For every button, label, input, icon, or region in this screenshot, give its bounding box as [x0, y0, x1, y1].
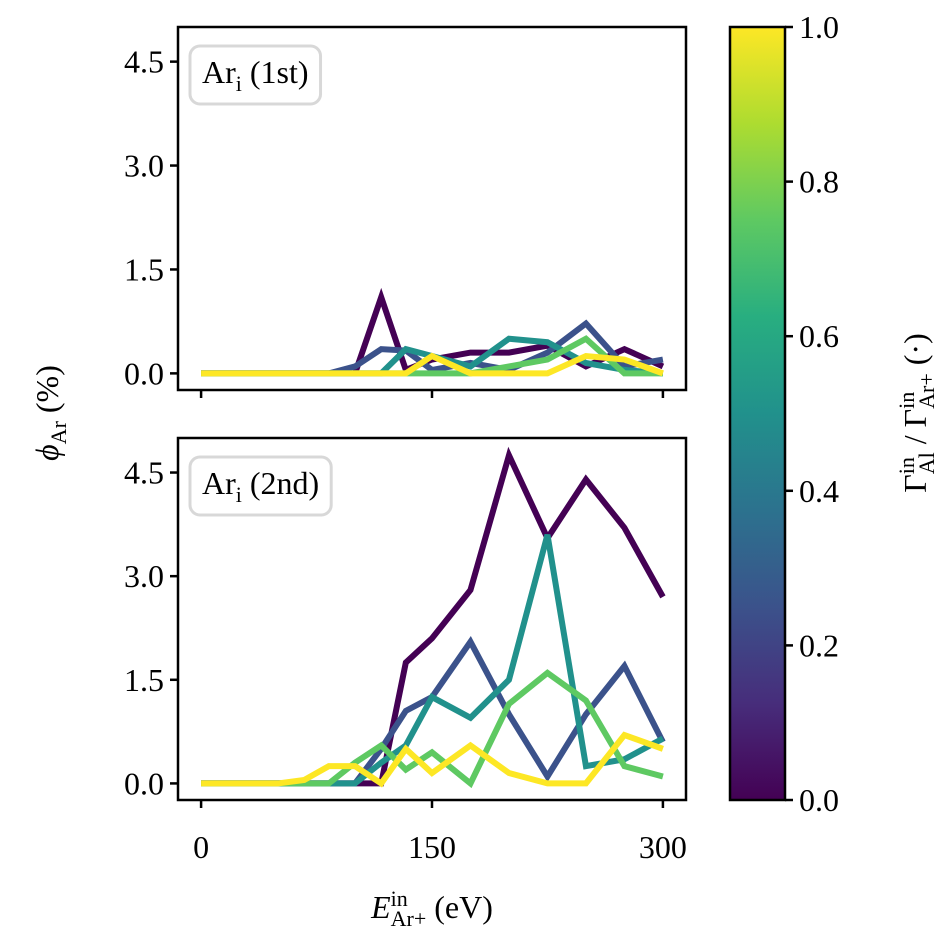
annotation-box	[188, 44, 323, 106]
axes-frame	[176, 436, 688, 802]
colorbar-tick-label: 0.0	[799, 782, 839, 818]
y-tick-label: 3.0	[124, 148, 164, 184]
text-part: Ar	[46, 420, 71, 444]
text-part: (1st)	[242, 54, 309, 90]
colorbar-tick-label: 0.4	[799, 473, 839, 509]
y-tick-label: 1.5	[124, 662, 164, 698]
x-tick-label: 300	[639, 829, 687, 865]
y-tick-label: 3.0	[124, 558, 164, 594]
annotation: Ari (1st)	[202, 54, 309, 96]
text-part: Al	[914, 452, 939, 474]
text-part: Ar+	[391, 906, 427, 931]
text-part: E	[370, 889, 391, 925]
text-part: in	[391, 886, 408, 911]
text-part: (2nd)	[242, 465, 319, 501]
text-part: i	[236, 482, 242, 507]
text-part: ϕ	[29, 444, 65, 461]
annotation: Ari (2nd)	[202, 465, 319, 507]
text-part: Ar	[202, 465, 236, 501]
text-part: (%)	[29, 365, 65, 421]
y-axis-label: ϕAr (%)	[29, 365, 71, 461]
text-part: Ar+	[914, 373, 939, 409]
colorbar-tick-label: 0.6	[799, 318, 839, 354]
x-tick-label: 150	[408, 829, 456, 865]
data-line	[201, 533, 665, 787]
colorbar-tick-label: 0.2	[799, 627, 839, 663]
colorbar-tick-label: 1.0	[799, 9, 839, 45]
text-part: i	[236, 71, 242, 96]
text-part: in	[894, 392, 919, 409]
colorbar-label: ΓinAl / ΓinAr+ (·)	[894, 333, 939, 492]
y-tick-label: 4.5	[124, 44, 164, 80]
text-part: / Γ	[897, 409, 933, 452]
annotation-box	[188, 455, 333, 517]
y-tick-label: 1.5	[124, 251, 164, 287]
colorbar-tick-label: 0.8	[799, 164, 839, 200]
y-tick-label: 4.5	[124, 455, 164, 491]
data-line	[201, 352, 664, 377]
y-tick-label: 0.0	[124, 355, 164, 391]
text-part: (eV)	[426, 889, 493, 925]
text-part: (·)	[897, 333, 933, 373]
text-part: in	[894, 457, 919, 474]
colorbar	[728, 25, 787, 802]
text-part: Γ	[897, 474, 933, 493]
x-axis-label: Ein Ar+ (eV)	[370, 886, 493, 931]
data-line	[201, 731, 664, 788]
x-tick-label: 0	[193, 829, 209, 865]
axes-frame	[176, 25, 688, 392]
y-tick-label: 0.0	[124, 765, 164, 801]
text-part: Ar	[202, 54, 236, 90]
